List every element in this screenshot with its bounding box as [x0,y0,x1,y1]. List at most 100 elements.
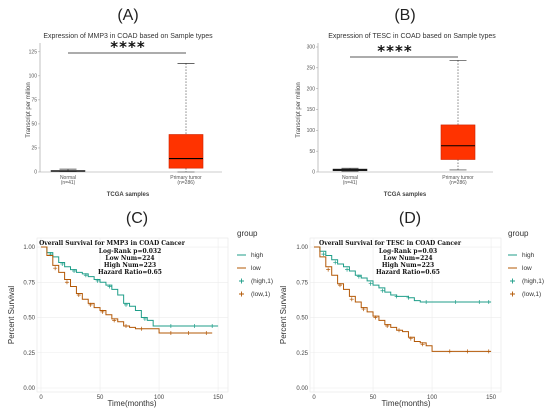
x-categories-a: Normal(n=41) Primary tumor(n=286) [60,175,202,186]
x-tick-label: 150 [486,395,497,401]
box-panel-a: Expression of MMP3 in COAD based on Samp… [26,33,222,198]
km-annotation-d-0: Log-Rank p=0.03 [379,248,437,255]
censor-mark-high [333,260,338,265]
x-categories-b: Normal(n=41) Primary tumor(n=286) [342,175,474,186]
survival-line-high [41,246,219,327]
legend-swatch [510,291,515,297]
censor-mark-low [186,331,191,336]
legend-d: group high low (high,1) (low,1) [508,229,544,298]
censor-mark-low [349,297,354,302]
y-axis-label-d: Percent Survival [279,286,288,344]
censor-mark-low [53,266,58,271]
box-tumor [440,124,476,160]
y-tick-label: 125 [29,50,38,56]
x-axis-label-d: Time(months) [381,399,430,408]
censor-mark-high [345,267,350,272]
y-tick-label: 0 [34,170,37,176]
censor-mark-low [397,328,402,333]
censor-mark-high [124,302,129,307]
x-category-label: Primary tumor [442,175,474,181]
censor-mark-high [406,295,411,300]
y-ticks-b: 0 50 100 150 200 250 300 [307,45,318,176]
censor-mark-high [424,300,429,305]
censor-mark-high [368,281,373,286]
censor-mark-low [420,342,425,347]
y-tick-label: 0.25 [296,351,308,357]
censor-mark-low [465,349,470,354]
y-tick-label: 50 [31,122,37,128]
km-title-d: Overall Survival for TESC in COAD Cancer [319,240,462,247]
km-panel-c: 0.00 0.25 0.50 0.75 1.00 0 50 100 150 Overall S… [7,229,273,408]
censor-mark-low [100,309,105,314]
censor-mark-low [326,267,331,272]
panel-letter-a: (A) [117,7,138,24]
significance-a: **** [110,38,145,56]
x-category-n: (n=286) [449,180,467,186]
censor-mark-low [361,307,366,312]
x-tick-label: 100 [427,395,438,401]
x-tick-label: 150 [213,395,224,401]
censor-mark-low [204,331,209,336]
legend-entry: (high,1) [522,278,544,285]
y-tick-label: 0.50 [296,316,308,322]
censor-mark-low [139,326,144,331]
censor-mark-low [64,280,69,285]
km-annotation-d-1: Low Num=224 [383,255,432,262]
legend-entry: (high,1) [251,278,273,285]
censor-mark-high [477,300,482,305]
legend-swatch [239,278,244,284]
censor-mark-low [337,283,342,288]
km-panel-d: 0.00 0.25 0.50 0.75 1.00 0 50 100 150 Overall S… [279,229,544,408]
panel-letter-d: (D) [399,210,421,227]
box-tumor [168,134,204,169]
y-tick-label: 100 [307,128,316,134]
censor-mark-low [373,315,378,320]
censor-mark-low [88,302,93,307]
y-tick-label: 250 [307,66,316,72]
boxes-b [332,59,476,172]
km-annotation-c-1: Low Num=224 [105,255,154,262]
survival-line-low [41,246,213,334]
x-category-label: Normal [60,175,76,181]
y-tick-label: 0 [312,170,315,176]
censor-mark-high [142,316,147,321]
x-tick-label: 0 [39,395,43,401]
y-ticks-a: 0 25 50 75 100 125 [29,50,40,176]
x-axis-label-a: TCGA samples [107,192,150,198]
survival-line-low [314,246,492,352]
x-tick-label: 50 [370,395,377,401]
x-ticks-d: 0 50 100 150 [312,395,496,401]
panel-letter-c: (C) [126,210,148,227]
legend-entry: low [522,265,532,272]
censor-mark-low [124,323,129,328]
y-tick-label: 75 [31,98,37,104]
censor-mark-high [72,269,77,274]
y-tick-label: 0.75 [23,280,35,286]
censor-mark-high [380,288,385,293]
y-axis-label-b: Transcript per million [296,82,302,137]
y-ticks-c: 0.00 0.25 0.50 0.75 1.00 [23,245,35,392]
legend-title: group [237,229,258,238]
legend-entry: low [251,265,261,272]
censor-mark-high [453,300,458,305]
y-tick-label: 0.00 [296,386,308,392]
censor-mark-high [321,252,326,257]
x-tick-label: 100 [154,395,165,401]
y-tick-label: 200 [307,86,316,92]
censor-mark-low [447,349,452,354]
boxes-a [50,62,204,173]
legend-title: group [508,229,529,238]
survival-lines-d [314,246,492,354]
x-category-label: Primary tumor [170,175,202,181]
x-axis-label-b: TCGA samples [384,192,427,198]
plot-area-c [36,237,229,393]
censor-mark-high [60,261,65,266]
censor-mark-high [168,323,173,328]
censor-mark-low [76,292,81,297]
legend-entry: (low,1) [251,291,270,298]
km-annotation-d-2: High Num=223 [382,262,434,269]
box-panel-b: Expression of TESC in COAD based on Samp… [296,33,496,198]
km-annotation-c-2: High Num=223 [104,262,156,269]
y-tick-label: 100 [29,74,38,80]
